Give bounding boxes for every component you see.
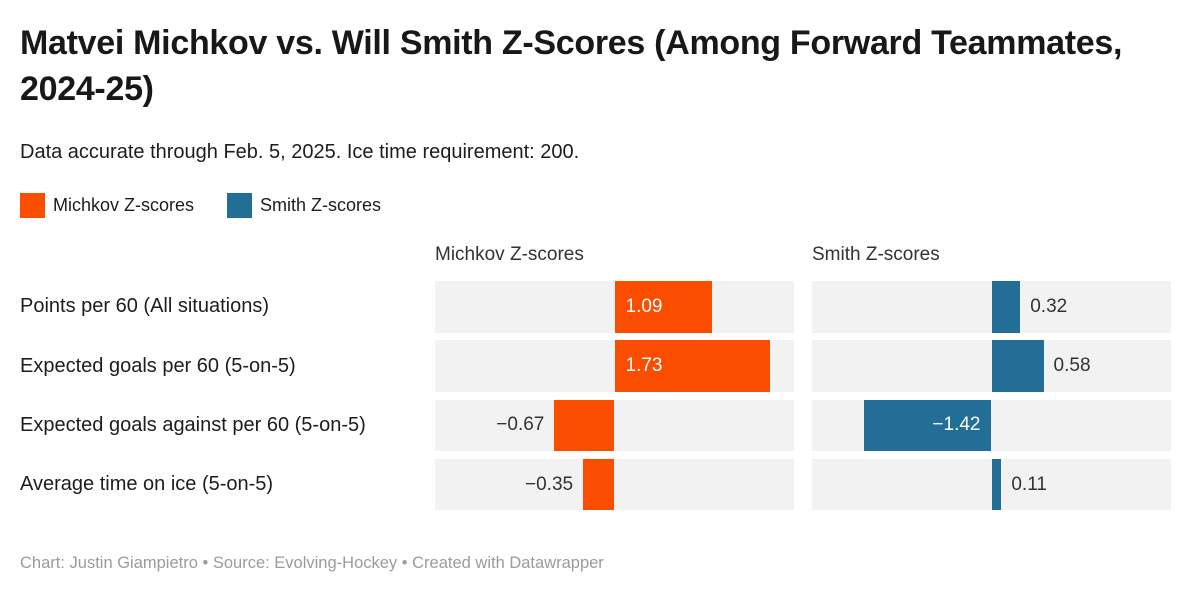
- category-label: Points per 60 (All situations): [20, 295, 270, 318]
- bar[interactable]: [583, 458, 615, 511]
- bar-value-label: 1.09: [625, 295, 663, 317]
- panel-header-michkov: Michkov Z-scores: [435, 244, 584, 265]
- legend-item-michkov: Michkov Z-scores: [20, 193, 194, 218]
- bar-value-label: 0.32: [1030, 295, 1068, 317]
- bar-value-label: 0.58: [1053, 355, 1091, 377]
- chart-attribution: Chart: Justin Giampietro • Source: Evolv…: [20, 554, 604, 572]
- chart-title: Matvei Michkov vs. Will Smith Z-Scores (…: [20, 24, 1123, 108]
- bar[interactable]: [991, 340, 1044, 392]
- bar-value-label: 1.73: [625, 355, 663, 377]
- bar-value-label: 0.11: [1011, 473, 1047, 495]
- bar[interactable]: [991, 458, 1002, 511]
- category-label: Expected goals against per 60 (5-on-5): [20, 413, 366, 436]
- bar-value-label: −0.67: [496, 414, 545, 436]
- category-label: Expected goals per 60 (5-on-5): [20, 354, 296, 377]
- legend-label-smith: Smith Z-scores: [260, 195, 382, 215]
- bar-track: [435, 458, 794, 511]
- bar[interactable]: [614, 340, 770, 392]
- bar-value-label: −1.42: [932, 414, 981, 436]
- michkov-color-swatch: [20, 193, 45, 218]
- bar-value-label: −0.35: [525, 473, 574, 495]
- legend-label-michkov: Michkov Z-scores: [53, 195, 195, 215]
- smith-color-swatch: [227, 193, 253, 218]
- legend-item-smith: Smith Z-scores: [227, 193, 381, 218]
- bar[interactable]: [991, 281, 1021, 333]
- bar-track: [435, 399, 794, 452]
- category-label: Average time on ice (5-on-5): [20, 473, 274, 496]
- chart-subtitle: Data accurate through Feb. 5, 2025. Ice …: [20, 141, 580, 163]
- bar[interactable]: [554, 399, 615, 452]
- panel-header-smith: Smith Z-scores: [812, 244, 940, 265]
- bar[interactable]: [864, 399, 992, 452]
- bar[interactable]: [614, 281, 713, 333]
- legend: Michkov Z-scores Smith Z-scores: [20, 193, 381, 218]
